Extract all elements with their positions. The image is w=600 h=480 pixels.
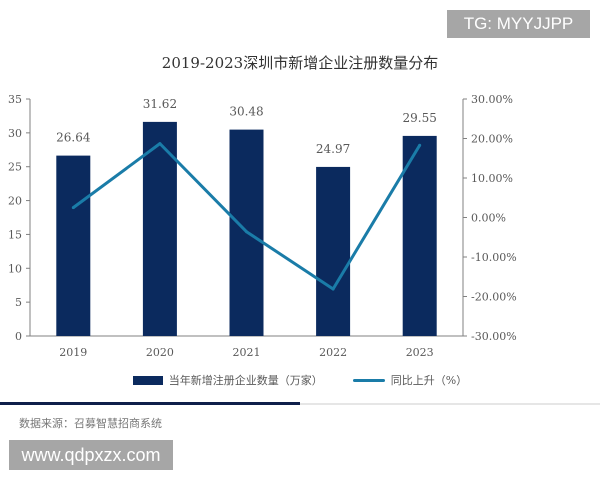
chart-title: 2019-2023深圳市新增企业注册数量分布 xyxy=(161,54,439,72)
bar xyxy=(402,135,437,336)
left-tick-label: 20 xyxy=(8,195,22,208)
line-point xyxy=(331,287,335,291)
right-tick-label: -30.00% xyxy=(471,330,517,343)
divider-light xyxy=(300,403,600,405)
line-point xyxy=(71,206,75,210)
legend-swatch-bar xyxy=(132,375,163,385)
data-source: 数据来源：召募智慧招商系统 xyxy=(19,417,162,430)
bar xyxy=(56,155,91,336)
x-tick-label: 2019 xyxy=(59,346,87,359)
x-tick-label: 2022 xyxy=(319,346,347,359)
watermark-bottom: www.qdpxzx.com xyxy=(9,440,173,470)
left-tick-label: 35 xyxy=(8,93,22,106)
bar xyxy=(316,166,351,336)
line-point xyxy=(158,142,162,146)
x-tick-label: 2020 xyxy=(146,346,174,359)
data-label: 30.48 xyxy=(229,105,263,119)
left-tick-label: 15 xyxy=(8,228,22,241)
data-label: 29.55 xyxy=(403,111,437,125)
data-label: 24.97 xyxy=(316,142,350,156)
right-tick-label: 0.00% xyxy=(471,212,506,225)
data-label: 31.62 xyxy=(143,97,177,111)
right-tick-label: 20.00% xyxy=(471,133,513,146)
right-tick-label: -10.00% xyxy=(471,251,517,264)
legend-item-line: 同比上升（%） xyxy=(352,372,468,388)
legend: 当年新增注册企业数量（万家） 同比上升（%） xyxy=(0,372,600,388)
left-tick-label: 5 xyxy=(15,296,22,309)
line-point xyxy=(418,143,422,147)
right-tick-label: -20.00% xyxy=(471,291,517,304)
left-tick-label: 0 xyxy=(15,330,22,343)
legend-swatch-line xyxy=(352,378,385,382)
divider-dark xyxy=(0,402,300,405)
legend-label-bar: 当年新增注册企业数量（万家） xyxy=(168,374,323,387)
x-tick-label: 2021 xyxy=(233,346,261,359)
right-tick-label: 10.00% xyxy=(471,172,513,185)
legend-item-bar: 当年新增注册企业数量（万家） xyxy=(132,372,323,388)
data-label: 26.64 xyxy=(56,131,91,145)
right-tick-label: 30.00% xyxy=(471,93,513,106)
watermark-top: TG: MYYJJPP xyxy=(447,10,590,38)
line-point xyxy=(245,230,248,234)
left-tick-label: 10 xyxy=(8,262,22,275)
bar xyxy=(142,121,177,337)
left-tick-label: 30 xyxy=(8,127,22,140)
x-tick-label: 2023 xyxy=(406,346,434,359)
left-tick-label: 25 xyxy=(8,161,22,174)
legend-label-line: 同比上升（%） xyxy=(390,374,468,387)
